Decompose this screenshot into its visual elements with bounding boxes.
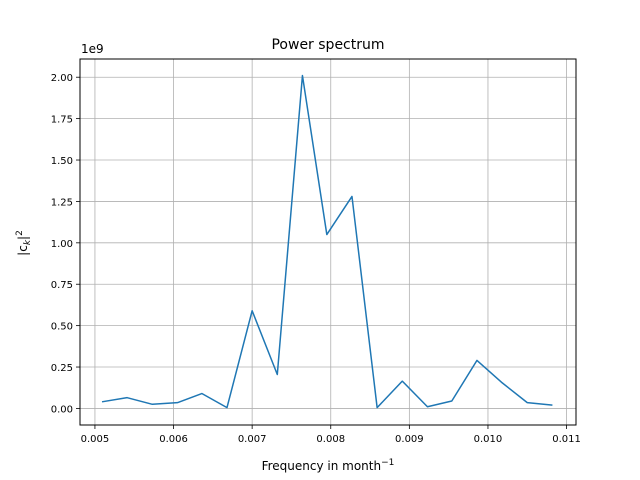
y-tick-label: 2.00 xyxy=(51,73,73,84)
x-tick-label: 0.006 xyxy=(159,434,188,445)
y-tick-label: 1.75 xyxy=(51,115,73,126)
y-tick-label: 1.50 xyxy=(51,156,73,167)
chart-title: Power spectrum xyxy=(271,37,384,53)
x-axis-label: Frequency in month−1 xyxy=(262,458,395,473)
x-tick-label: 0.011 xyxy=(552,434,581,445)
y-tick-label: 0.00 xyxy=(51,404,73,415)
ticks: 0.005 0.006 0.007 0.008 0.009 0.010 0.011 0.00 0… xyxy=(51,73,581,445)
x-tick-label: 0.008 xyxy=(316,434,345,445)
y-offset-label: 1e9 xyxy=(81,42,104,56)
series-line xyxy=(101,74,553,409)
plot-area xyxy=(101,74,553,409)
y-tick-label: 0.75 xyxy=(51,280,73,291)
y-tick-label: 0.50 xyxy=(51,322,73,333)
y-axis-label: |ck|2 xyxy=(15,230,33,256)
y-tick-label: 1.00 xyxy=(51,239,73,250)
axes-frame xyxy=(79,58,577,426)
y-tick-label: 0.25 xyxy=(51,363,73,374)
grid xyxy=(80,59,576,425)
x-tick-label: 0.005 xyxy=(81,434,110,445)
x-tick-label: 0.010 xyxy=(474,434,503,445)
x-tick-label: 0.009 xyxy=(395,434,424,445)
y-tick-label: 1.25 xyxy=(51,197,73,208)
x-tick-label: 0.007 xyxy=(238,434,267,445)
